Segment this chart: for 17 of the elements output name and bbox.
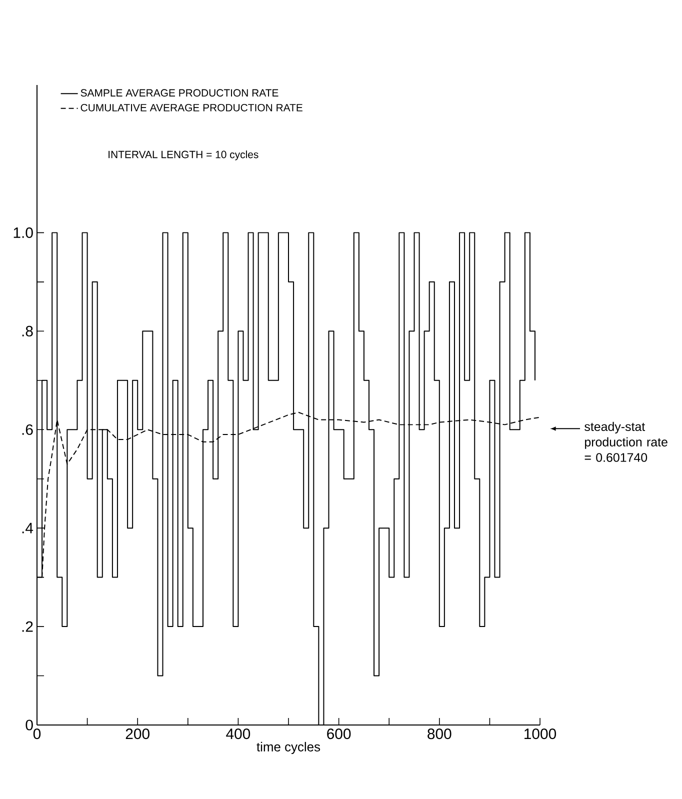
y-tick-label: .8 bbox=[22, 326, 33, 336]
x-tick-label: 600 bbox=[327, 728, 351, 740]
y-tick-label: 1.0 bbox=[14, 227, 33, 238]
x-tick-label: 0 bbox=[33, 728, 41, 740]
x-tick-label: 800 bbox=[428, 728, 452, 740]
y-tick-label: 0 bbox=[26, 720, 33, 730]
annotation: INTERVAL LENGTH = 10 cycles bbox=[108, 150, 258, 160]
legend-label: CUMULATIVE AVERAGE PRODUCTION RATE bbox=[80, 104, 302, 112]
text: steady-stat production rate = 0.601740 bbox=[584, 422, 668, 462]
x-tick-label: 200 bbox=[126, 728, 150, 740]
y-tick-label: .2 bbox=[22, 621, 33, 632]
x-tick-label: 400 bbox=[226, 728, 250, 740]
x-axis-title: time cycles bbox=[256, 742, 320, 754]
x-tick-label: 1000 bbox=[524, 728, 556, 740]
y-tick-label: .6 bbox=[22, 424, 33, 435]
y-tick-label: .4 bbox=[22, 522, 34, 534]
legend-label: SAMPLE AVERAGE PRODUCTION RATE bbox=[80, 89, 278, 97]
